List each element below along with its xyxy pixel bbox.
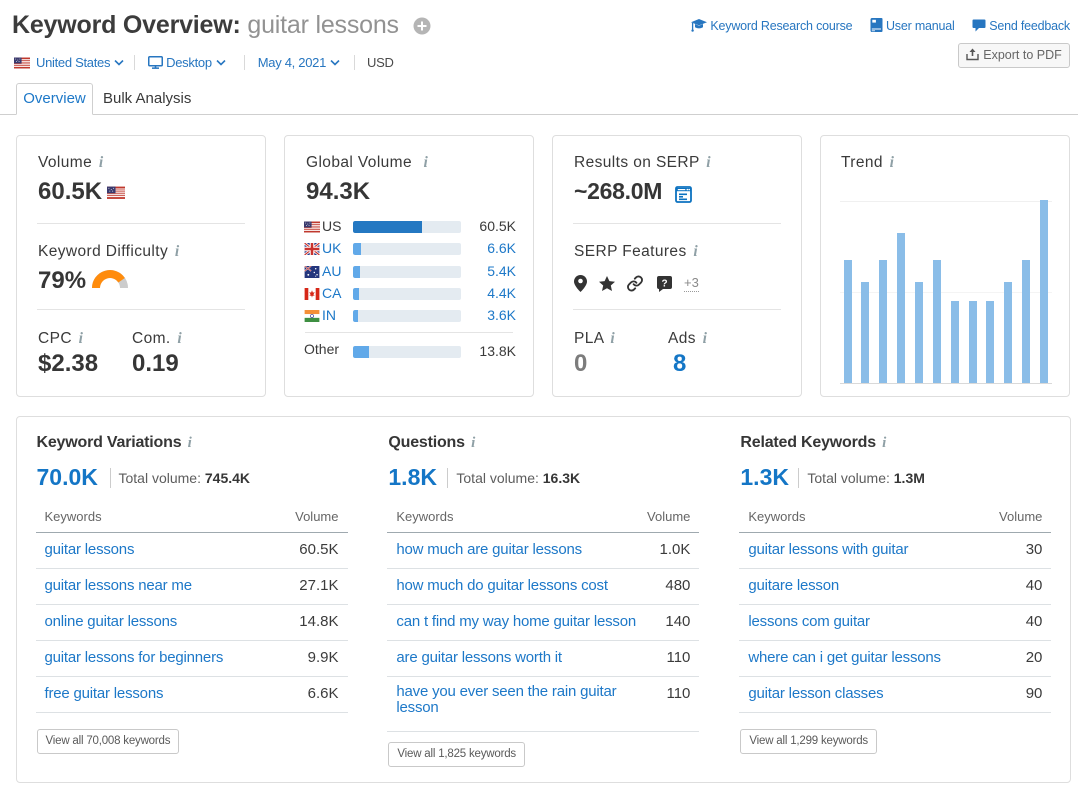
svg-text:?: ? bbox=[661, 279, 667, 290]
